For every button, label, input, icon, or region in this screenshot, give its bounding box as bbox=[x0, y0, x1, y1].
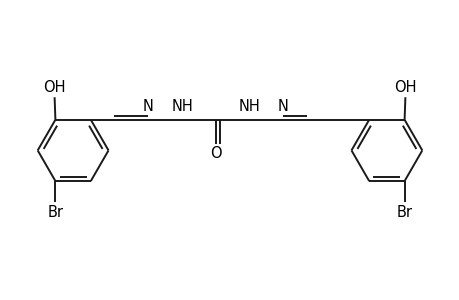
Text: NH: NH bbox=[171, 99, 192, 114]
Text: Br: Br bbox=[396, 205, 412, 220]
Text: Br: Br bbox=[47, 205, 63, 220]
Text: OH: OH bbox=[43, 80, 66, 95]
Text: N: N bbox=[277, 99, 288, 114]
Text: OH: OH bbox=[393, 80, 416, 95]
Text: O: O bbox=[210, 146, 221, 161]
Text: NH: NH bbox=[238, 99, 260, 114]
Text: N: N bbox=[142, 99, 153, 114]
